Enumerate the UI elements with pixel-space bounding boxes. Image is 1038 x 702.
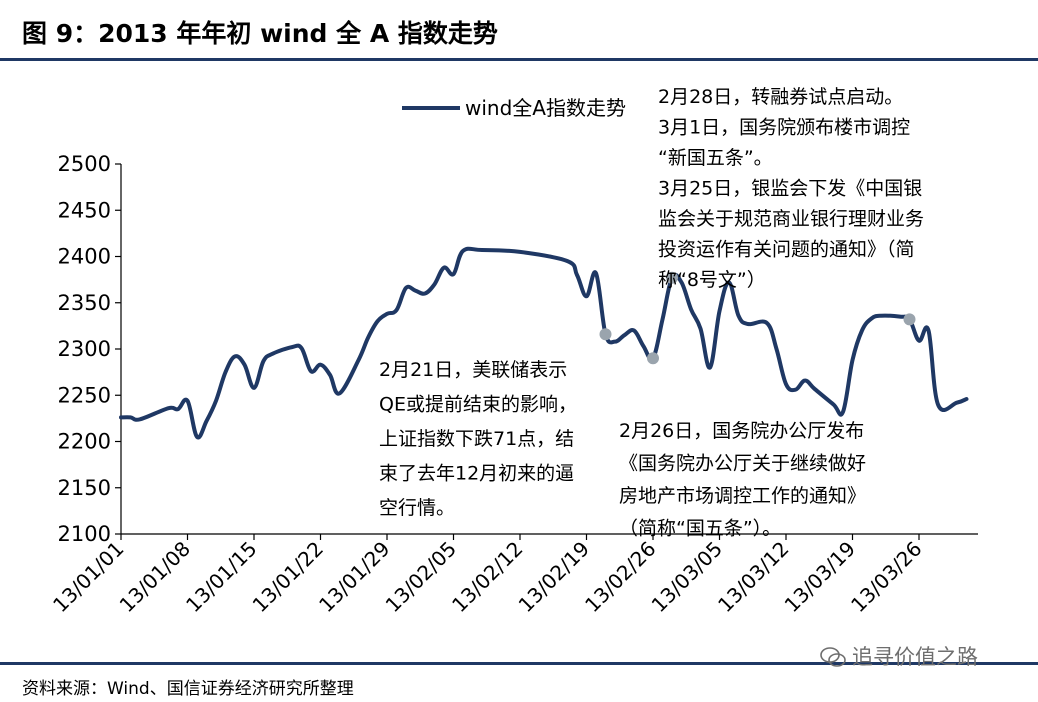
x-tick-label: 13/03/26 — [846, 537, 926, 617]
footer-rule — [0, 662, 1038, 665]
watermark-text: 追寻价值之路 — [852, 645, 978, 669]
y-tick-label: 2150 — [58, 476, 111, 500]
y-tick-label: 2200 — [58, 430, 111, 454]
x-tick-label: 13/02/05 — [381, 537, 461, 617]
annotation-line: 3月1日，国务院颁布楼市调控 — [658, 117, 910, 139]
annotation-line: 《国务院办公厅关于继续做好 — [619, 453, 866, 475]
y-tick-label: 2400 — [58, 245, 111, 269]
annotation-line: “新国五条”。 — [658, 147, 773, 169]
y-tick-label: 2300 — [58, 337, 111, 361]
annotation-line: 3月25日，银监会下发《中国银 — [658, 178, 922, 200]
annotation-line: （简称“国五条”）。 — [619, 518, 781, 540]
legend: wind全A指数走势 — [402, 96, 626, 120]
wechat-icon — [820, 647, 846, 667]
annotation-line: 2月21日，美联储表示 — [379, 359, 567, 381]
marker-layer — [599, 271, 916, 365]
y-tick-label: 2350 — [58, 291, 111, 315]
series-layer — [119, 246, 969, 440]
annotation-line: QE或提前结束的影响， — [379, 394, 577, 416]
x-tick-label: 13/03/12 — [713, 537, 793, 617]
event-marker — [903, 313, 916, 326]
annotation-line: 上证指数下跌71点，结 — [379, 428, 574, 450]
event-marker — [599, 328, 612, 341]
annotation-line: 空行情。 — [379, 497, 455, 519]
y-tick-label: 2450 — [58, 198, 111, 222]
x-tick-label: 13/03/05 — [647, 537, 727, 617]
x-tick-label: 13/01/29 — [314, 537, 394, 617]
x-tick-label: 13/02/19 — [514, 537, 594, 617]
y-tick-label: 2250 — [58, 383, 111, 407]
x-tick-label: 13/01/15 — [181, 537, 261, 617]
event-marker — [666, 271, 678, 284]
annotation-line: 房地产市场调控工作的通知》 — [619, 485, 866, 507]
annotation-line: 监会关于规范商业银行理财业务 — [658, 208, 924, 230]
source-note: 资料来源：Wind、国信证券经济研究所整理 — [22, 679, 354, 699]
y-tick-label: 2100 — [58, 522, 111, 546]
figure-title: 图 9：2013 年年初 wind 全 A 指数走势 — [22, 19, 498, 48]
annotation-layer: 2月21日，美联储表示 QE或提前结束的影响， 上证指数下跌71点，结束了去年12月… — [379, 86, 924, 540]
event-marker — [647, 352, 659, 365]
annotation-line: 2月28日，转融券试点启动。 — [658, 86, 903, 108]
title-rule — [0, 58, 1038, 61]
series-line — [119, 246, 969, 440]
x-tick-label: 13/02/26 — [580, 537, 660, 617]
x-tick-label: 13/03/19 — [780, 537, 860, 617]
line-chart: 2100 2150 2200 2250 2300 2350 2400 2450 2500 13/… — [48, 86, 978, 617]
annotation-line: 束了去年12月初来的逼 — [379, 463, 574, 485]
y-axis: 2100 2150 2200 2250 2300 2350 2400 2450 2500 — [58, 152, 122, 546]
x-tick-label: 13/01/22 — [248, 537, 328, 617]
watermark: 追寻价值之路 — [820, 641, 978, 671]
annotation-line: 投资运作有关问题的通知》（简 — [658, 239, 915, 261]
y-tick-label: 2500 — [58, 152, 111, 176]
x-tick-label: 13/01/01 — [48, 537, 128, 617]
x-axis: 13/01/0113/01/0813/01/1513/01/2213/01/29… — [48, 533, 978, 617]
annotation-line: 2月26日，国务院办公厅发布 — [619, 420, 864, 442]
x-tick-label: 13/02/12 — [447, 537, 527, 617]
x-tick-label: 13/01/08 — [115, 537, 195, 617]
legend-label: wind全A指数走势 — [465, 96, 626, 120]
annotation-line: 称“8号文”） — [658, 269, 766, 291]
